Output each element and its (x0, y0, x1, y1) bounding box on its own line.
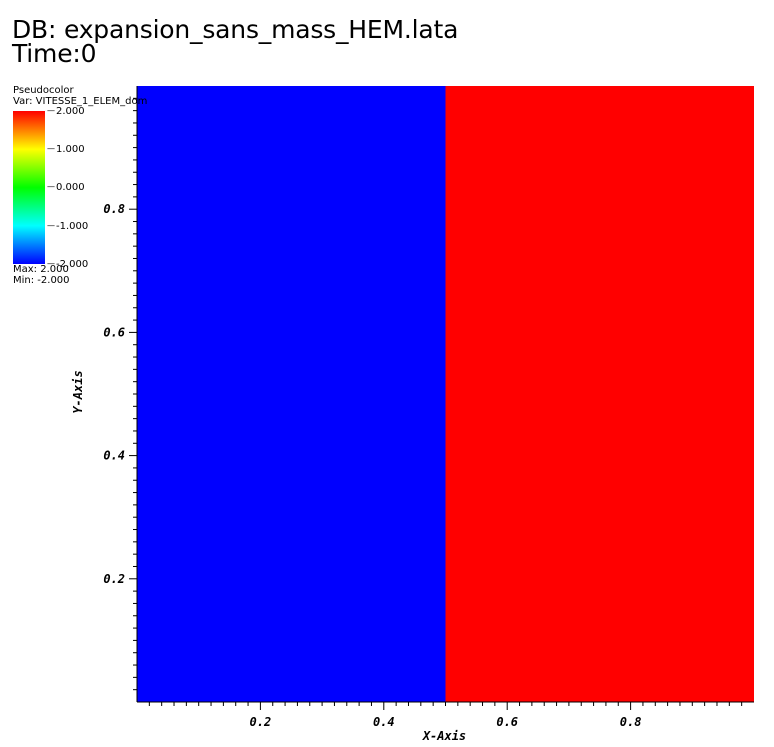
time-title: Time:0 (12, 39, 97, 68)
legend-variable: Var: VITESSE_1_ELEM_dom (13, 96, 148, 107)
legend-bar-area: 2.000 1.000 0.000 -1.000 -2.000 (13, 106, 143, 270)
title-block: DB: expansion_sans_mass_HEM.lata Time:0 (12, 15, 459, 68)
y-tick-label: 0.2 (103, 572, 125, 586)
color-legend: Pseudocolor Var: VITESSE_1_ELEM_dom 2.00… (13, 85, 148, 286)
legend-tick-label: 1.000 (47, 144, 85, 155)
region-right (445, 86, 754, 702)
legend-max: Max: 2.000 (13, 264, 69, 275)
x-axis-title: X-Axis (422, 729, 466, 743)
y-tick-label: 0.8 (103, 202, 125, 216)
legend-plot-type: Pseudocolor (13, 85, 74, 96)
database-title: DB: expansion_sans_mass_HEM.lata (12, 15, 459, 44)
y-tick-label: 0.6 (103, 325, 125, 339)
legend-tick-label: -1.000 (47, 221, 88, 232)
y-tick-label: 0.4 (103, 449, 125, 463)
region-left (137, 86, 446, 702)
x-tick-label: 0.2 (250, 715, 272, 729)
y-axis-title: Y-Axis (71, 370, 85, 413)
legend-min: Min: -2.000 (13, 275, 70, 286)
legend-color-bar (13, 111, 45, 264)
legend-tick-label: 2.000 (47, 106, 85, 117)
legend-tick-label: 0.000 (47, 182, 85, 193)
x-tick-label: 0.8 (620, 715, 642, 729)
legend-tick-label: -2.000 (47, 259, 88, 270)
x-tick-label: 0.4 (373, 715, 395, 729)
x-tick-label: 0.6 (496, 715, 518, 729)
